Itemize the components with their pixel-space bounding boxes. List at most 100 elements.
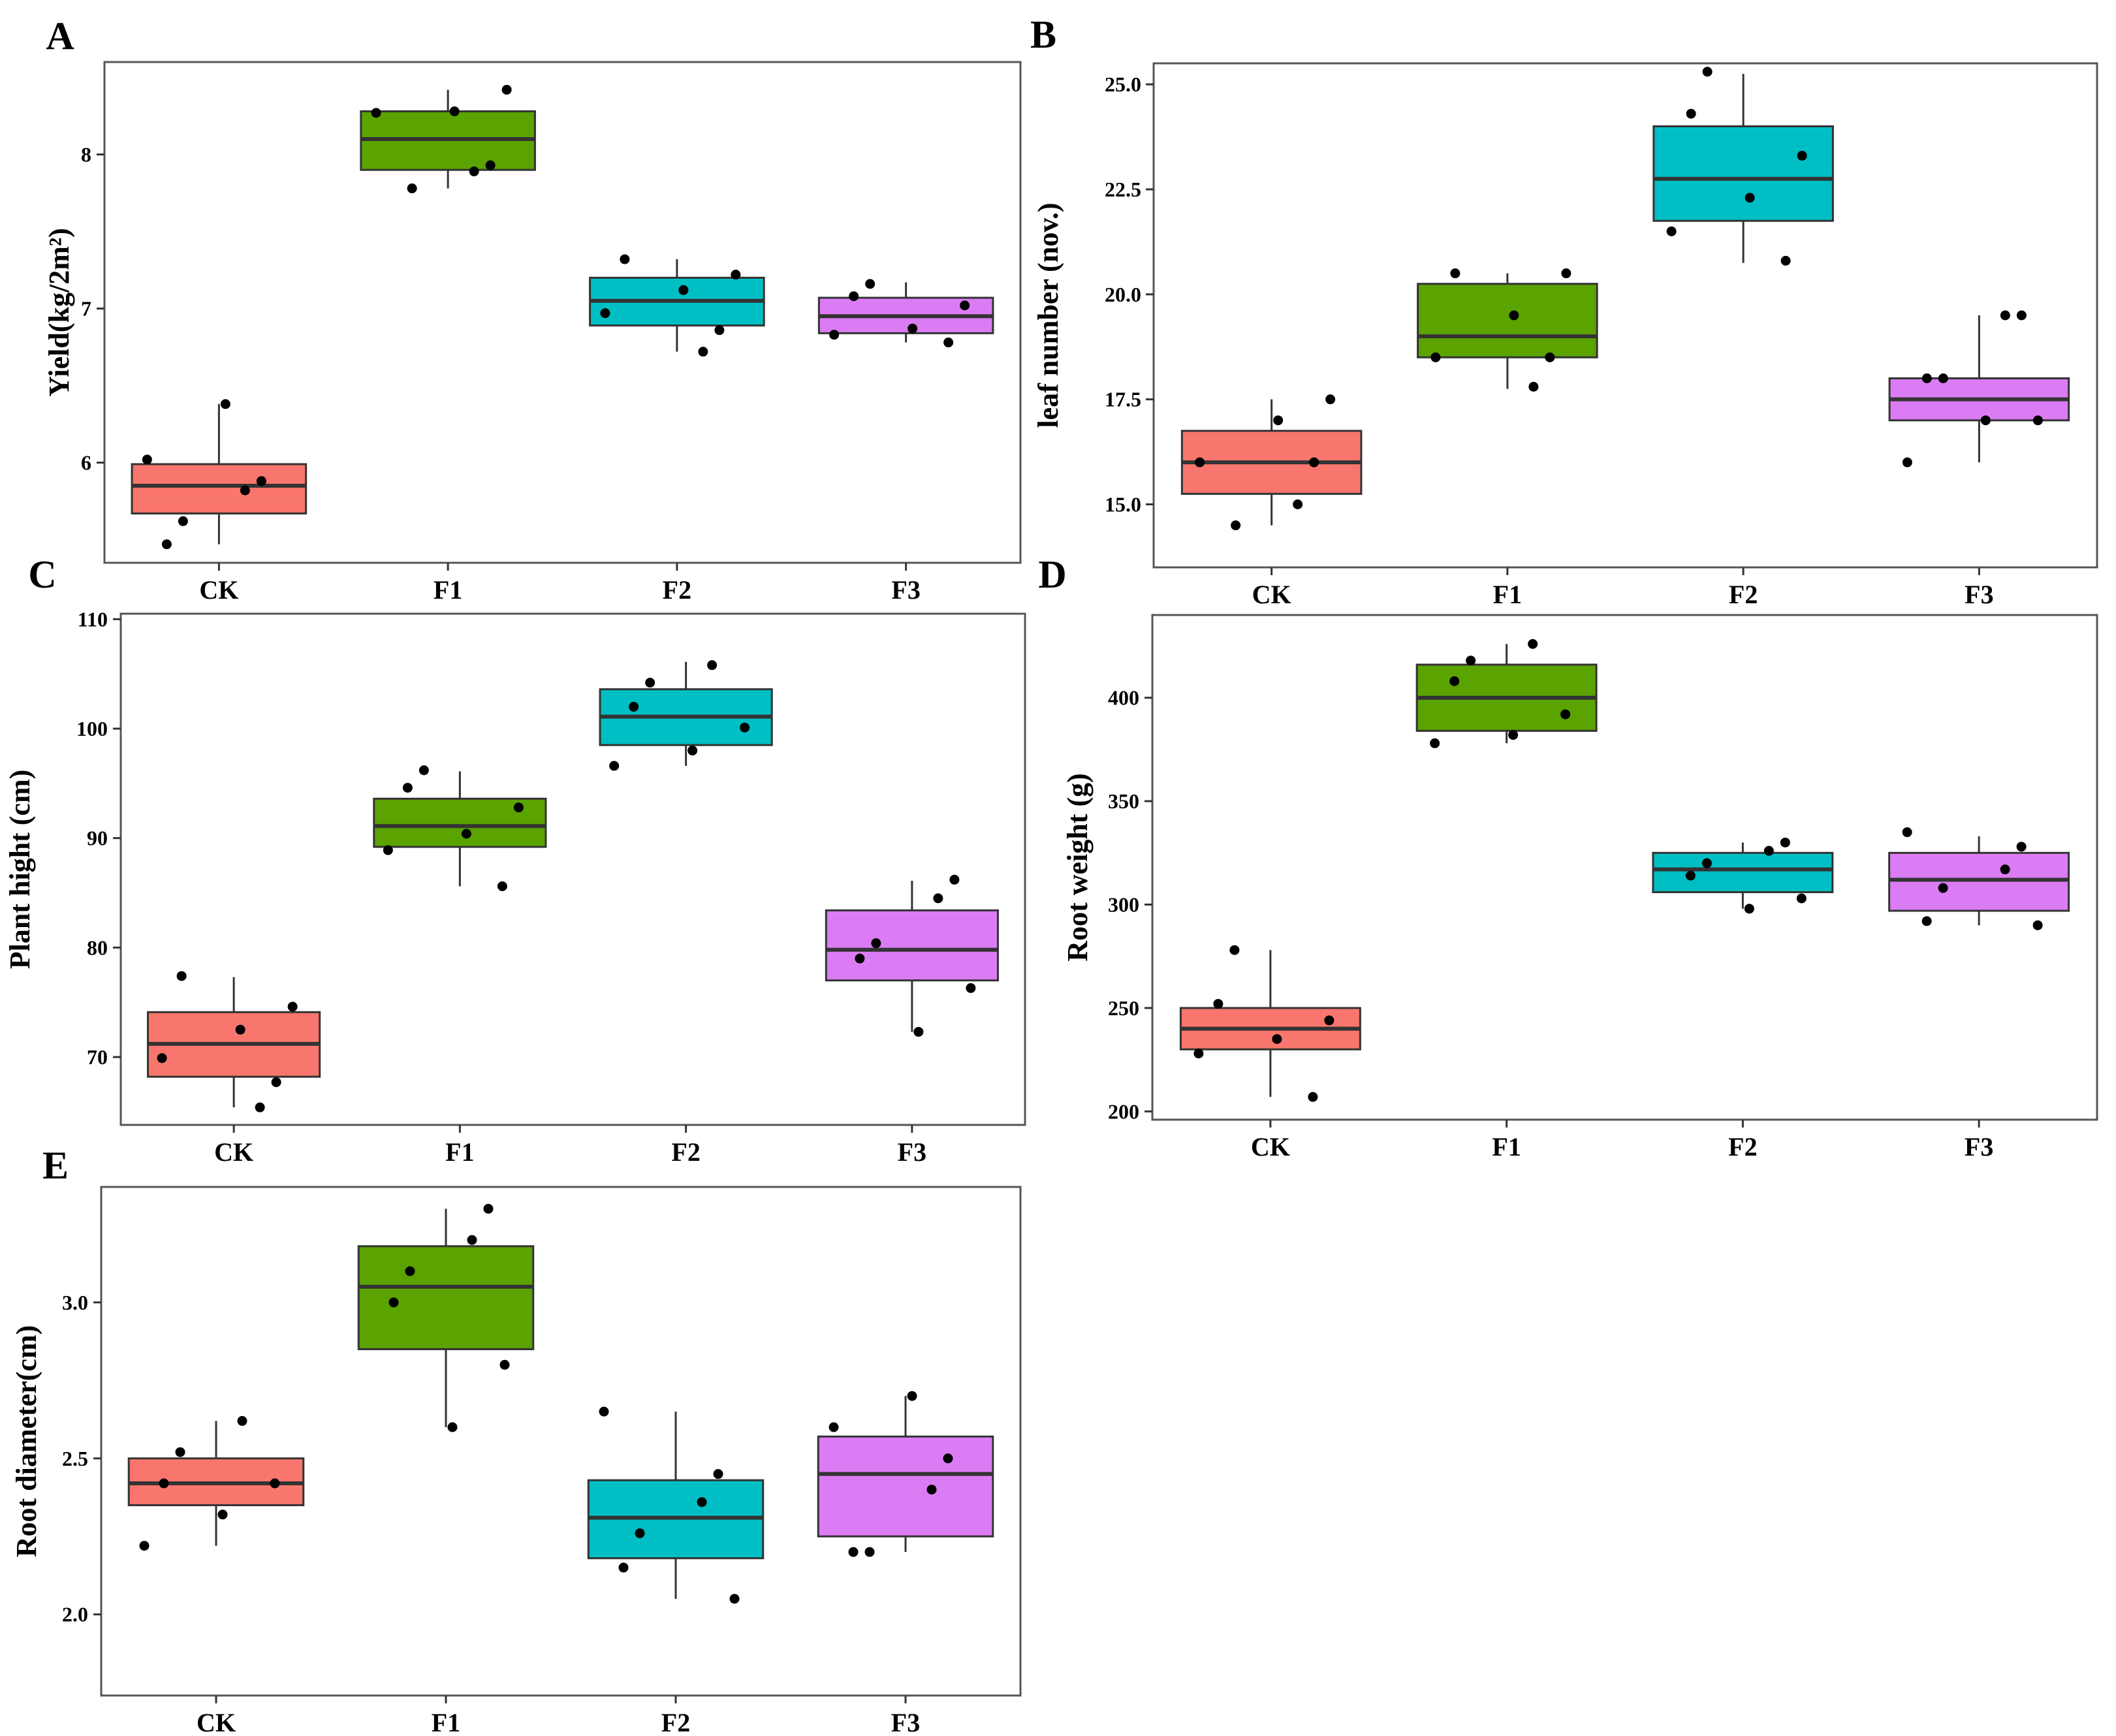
panel-a: A 6 7 8 Yield(kg/2m²) CK F1 F2 F3 bbox=[43, 14, 1022, 605]
y-tick-label: 15.0 bbox=[1105, 493, 1141, 516]
data-point bbox=[2016, 842, 2027, 852]
data-point bbox=[1273, 415, 1284, 426]
data-point bbox=[418, 765, 429, 776]
data-point bbox=[1272, 1034, 1282, 1044]
data-point bbox=[388, 1297, 399, 1308]
x-tick-label: F1 bbox=[1492, 1132, 1521, 1161]
data-point bbox=[402, 783, 413, 793]
plot-frame bbox=[103, 61, 1022, 564]
y-tick-label: 400 bbox=[1108, 686, 1139, 710]
data-point bbox=[729, 1594, 740, 1604]
data-point bbox=[467, 1235, 477, 1245]
box-body bbox=[1652, 125, 1834, 222]
data-point bbox=[848, 1547, 859, 1557]
plot-frame bbox=[100, 1186, 1022, 1697]
x-tick-label: F2 bbox=[671, 1137, 700, 1167]
y-tick-label: 200 bbox=[1108, 1099, 1139, 1123]
data-point bbox=[2016, 310, 2027, 321]
data-point bbox=[449, 106, 460, 117]
data-point bbox=[1980, 415, 1991, 426]
box-ck: CK bbox=[131, 399, 308, 605]
y-tick-label: 8 bbox=[81, 143, 91, 166]
x-tick-label: CK bbox=[1252, 580, 1291, 609]
box-f3: F3 bbox=[817, 1391, 994, 1736]
y-tick-label: 80 bbox=[87, 936, 108, 959]
data-point bbox=[1780, 255, 1791, 266]
x-tick-label: F1 bbox=[445, 1137, 474, 1167]
box-f3: F3 bbox=[825, 874, 999, 1167]
data-point bbox=[966, 983, 976, 993]
panel-letter: E bbox=[42, 1144, 69, 1187]
plot-frame bbox=[1152, 62, 2098, 569]
x-tick-label: CK bbox=[214, 1137, 253, 1167]
data-point bbox=[371, 108, 381, 118]
data-point bbox=[159, 1478, 169, 1489]
data-point bbox=[913, 1026, 924, 1037]
box-f3: F3 bbox=[1888, 310, 2070, 609]
data-point bbox=[513, 802, 524, 813]
y-tick-label: 2.0 bbox=[62, 1603, 88, 1626]
data-point bbox=[1701, 858, 1712, 868]
data-point bbox=[1509, 310, 1519, 321]
data-point bbox=[2000, 310, 2010, 321]
data-point bbox=[1938, 373, 1948, 383]
data-point bbox=[139, 1541, 150, 1551]
box-f1: F1 bbox=[1415, 639, 1598, 1161]
data-point bbox=[1702, 67, 1713, 77]
data-point bbox=[713, 1469, 723, 1479]
data-point bbox=[1560, 709, 1571, 719]
data-point bbox=[864, 1547, 875, 1557]
box-f1: F1 bbox=[357, 1203, 535, 1736]
data-point bbox=[829, 330, 840, 340]
data-point bbox=[501, 84, 512, 95]
box-f1: F1 bbox=[1417, 268, 1598, 609]
data-point bbox=[407, 183, 417, 194]
data-point bbox=[740, 722, 750, 733]
data-point bbox=[1685, 870, 1696, 881]
y-tick-label: 350 bbox=[1108, 789, 1139, 813]
y-tick-label: 7 bbox=[81, 297, 91, 321]
data-point bbox=[1921, 373, 1932, 383]
data-point bbox=[1309, 457, 1319, 467]
y-tick-label: 22.5 bbox=[1105, 178, 1141, 201]
data-point bbox=[1745, 193, 1755, 203]
y-axis-label: Root weight (g) bbox=[1062, 773, 1094, 961]
data-point bbox=[1466, 655, 1476, 666]
x-tick-label: F3 bbox=[891, 575, 920, 605]
data-point bbox=[469, 166, 479, 177]
data-point bbox=[271, 1077, 281, 1088]
box-f2: F2 bbox=[589, 254, 765, 605]
data-point bbox=[645, 678, 655, 688]
data-point bbox=[1325, 394, 1336, 405]
y-tick-label: 250 bbox=[1108, 996, 1139, 1020]
data-point bbox=[907, 1391, 917, 1401]
box-body bbox=[817, 1435, 994, 1538]
x-tick-label: CK bbox=[199, 575, 238, 605]
data-point bbox=[157, 1053, 167, 1064]
y-tick-label: 2.5 bbox=[62, 1447, 88, 1470]
data-point bbox=[600, 308, 610, 319]
x-tick-label: F1 bbox=[432, 1708, 460, 1736]
data-point bbox=[599, 1406, 609, 1417]
data-point bbox=[678, 285, 689, 295]
y-tick-label: 100 bbox=[76, 717, 108, 740]
x-tick-label: CK bbox=[197, 1708, 236, 1736]
box-body bbox=[131, 463, 308, 514]
x-tick-label: F3 bbox=[1965, 580, 1993, 609]
plot-frame bbox=[119, 612, 1026, 1126]
data-point bbox=[1324, 1015, 1334, 1026]
data-point bbox=[1545, 352, 1555, 362]
box-ck: CK bbox=[127, 1415, 305, 1736]
y-axis-label: Root diameter(cm) bbox=[10, 1325, 42, 1558]
data-point bbox=[483, 1203, 494, 1214]
data-point bbox=[1308, 1092, 1318, 1102]
data-point bbox=[943, 1453, 953, 1464]
x-tick-label: F2 bbox=[1729, 580, 1758, 609]
data-point bbox=[697, 1497, 707, 1507]
box-ck: CK bbox=[1179, 945, 1361, 1161]
data-point bbox=[1528, 639, 1538, 649]
x-tick-label: F2 bbox=[1728, 1132, 1757, 1161]
data-point bbox=[1430, 352, 1441, 362]
box-f2: F2 bbox=[587, 1406, 765, 1736]
